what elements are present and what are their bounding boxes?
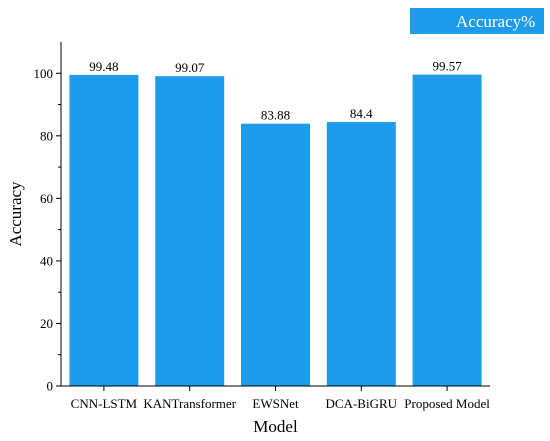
y-tick-label: 40 — [40, 253, 53, 268]
x-tick-label: EWSNet — [252, 396, 299, 411]
bar-proposed-model — [412, 74, 482, 387]
y-axis-title: Accuracy — [6, 181, 25, 247]
value-label: 84.4 — [350, 106, 373, 121]
x-axis-title: Model — [253, 417, 298, 436]
value-label: 99.07 — [175, 60, 205, 75]
value-label: 99.57 — [432, 59, 462, 74]
value-label: 83.88 — [261, 108, 290, 123]
bar-cnn-lstm — [69, 74, 139, 387]
y-tick-label: 0 — [47, 379, 54, 394]
y-ticks-layer: 0 20 40 60 80 100 — [34, 66, 61, 394]
legend: Accuracy% — [410, 8, 544, 34]
bar-ewsnet — [241, 123, 310, 387]
value-label: 99.48 — [89, 59, 118, 74]
legend-swatch — [410, 8, 544, 34]
y-tick-label: 60 — [40, 191, 53, 206]
y-tick-label: 100 — [34, 66, 54, 81]
x-ticks-layer: CNN-LSTM KANTransformer EWSNet DCA-BiGRU Pro… — [71, 386, 490, 411]
x-tick-label: Proposed Model — [404, 396, 490, 411]
y-tick-label: 80 — [40, 128, 53, 143]
x-tick-label: CNN-LSTM — [71, 396, 138, 411]
legend-label: Accuracy% — [456, 12, 535, 31]
y-tick-label: 20 — [40, 316, 53, 331]
bar-dca-bigru — [326, 122, 396, 386]
bar-kantransformer — [155, 76, 225, 387]
value-labels-layer: 99.48 99.07 83.88 84.4 99.57 — [89, 59, 462, 123]
x-tick-label: DCA-BiGRU — [326, 396, 398, 411]
x-tick-label: KANTransformer — [143, 396, 236, 411]
bars-layer — [69, 74, 482, 387]
